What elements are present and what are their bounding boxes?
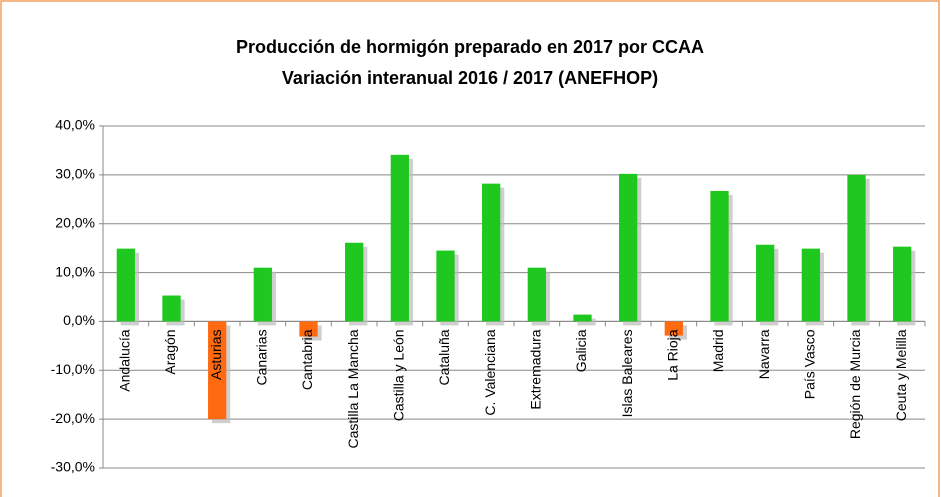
x-tick-label: Castilla La Mancha (345, 329, 361, 448)
y-tick-label: 10,0% (55, 263, 95, 279)
bar (390, 154, 409, 322)
x-tick-label: Cataluña (436, 329, 452, 385)
bar (482, 183, 501, 322)
bar (116, 248, 135, 322)
x-tick-label: Galicia (573, 329, 589, 372)
bar (710, 190, 729, 322)
x-tick-label: Asturias (208, 329, 224, 380)
bar (756, 244, 775, 322)
x-tick-label: Cantabria (299, 329, 315, 390)
x-tick-label: Extremadura (528, 329, 544, 409)
x-tick-label: Madrid (710, 329, 726, 372)
x-tick-label: C. Valenciana (482, 329, 498, 415)
chart-subtitle: Variación interanual 2016 / 2017 (ANEFHO… (282, 68, 658, 88)
x-tick-label: Canarias (254, 329, 270, 385)
x-tick-label: Región de Murcia (847, 329, 863, 439)
chart-title: Producción de hormigón preparado en 2017… (236, 37, 704, 57)
bar (527, 267, 546, 322)
y-tick-label: -30,0% (51, 459, 95, 475)
y-tick-label: 30,0% (55, 166, 95, 182)
x-tick-label: Navarra (756, 329, 772, 379)
x-tick-label: Aragón (162, 329, 178, 374)
bar (208, 321, 227, 420)
bar (436, 250, 455, 322)
bar (162, 295, 181, 322)
x-tick-label: Andalucía (117, 329, 133, 391)
x-tick-label: Ceuta y Melilla (893, 329, 909, 421)
x-tick-label: País Vasco (802, 329, 818, 399)
y-tick-label: -20,0% (51, 410, 95, 426)
bar (299, 321, 318, 337)
bar (619, 173, 638, 322)
bar (664, 321, 683, 336)
x-tick-label: Castilla y León (391, 329, 407, 421)
y-tick-label: 0,0% (63, 312, 95, 328)
x-tick-label: La Rioja (665, 329, 681, 381)
bar-shadow (577, 318, 596, 326)
y-tick-label: 40,0% (55, 117, 95, 133)
x-tick-label: Islas Baleares (619, 329, 635, 417)
bar (345, 242, 364, 322)
bar (893, 246, 912, 322)
bar (253, 267, 272, 322)
bar (801, 248, 820, 322)
y-tick-label: 20,0% (55, 214, 95, 230)
bar (573, 314, 592, 322)
y-tick-label: -10,0% (51, 361, 95, 377)
bar (847, 174, 866, 322)
